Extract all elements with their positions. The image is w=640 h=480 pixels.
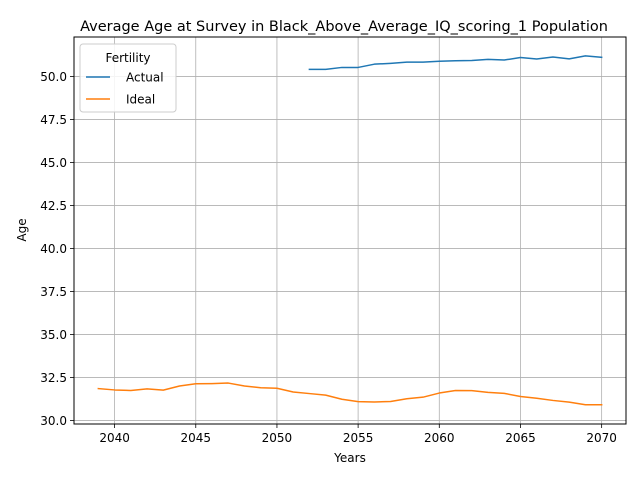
- x-axis-ticks: 2040 2045 2050 2055 2060 2065 2070: [99, 424, 617, 445]
- y-tick-label: 30.0: [40, 414, 67, 428]
- y-tick-label: 50.0: [40, 70, 67, 84]
- x-tick-label: 2045: [180, 431, 211, 445]
- x-tick-label: 2060: [424, 431, 455, 445]
- y-tick-label: 45.0: [40, 156, 67, 170]
- series-line-actual: [308, 55, 603, 71]
- plot-area-frame: [73, 36, 627, 425]
- y-axis-ticks: 30.0 32.5 35.0 37.5 40.0 42.5 45.0 47.5 50.0: [40, 70, 74, 428]
- x-tick-label: 2055: [343, 431, 374, 445]
- legend-box: [79, 43, 177, 113]
- legend-label-ideal: Ideal: [126, 93, 155, 107]
- x-tick-label: 2070: [586, 431, 617, 445]
- grid: [74, 37, 626, 424]
- legend-title: Fertility: [105, 51, 150, 65]
- x-tick-label: 2040: [99, 431, 130, 445]
- x-tick-label: 2050: [262, 431, 293, 445]
- legend-label-actual: Actual: [126, 71, 164, 85]
- y-tick-label: 32.5: [40, 371, 67, 385]
- y-tick-label: 40.0: [40, 242, 67, 256]
- y-tick-label: 35.0: [40, 328, 67, 342]
- chart-title: Average Age at Survey in Black_Above_Ave…: [80, 19, 608, 35]
- y-tick-label: 47.5: [40, 113, 67, 127]
- y-axis-label: Age: [15, 218, 29, 241]
- y-tick-label: 37.5: [40, 285, 67, 299]
- x-axis-label: Years: [333, 451, 366, 465]
- plot-lines: [97, 55, 603, 406]
- series-line-ideal: [97, 382, 603, 406]
- y-tick-label: 42.5: [40, 199, 67, 213]
- legend: Fertility Actual Ideal: [79, 43, 177, 113]
- x-tick-label: 2065: [505, 431, 536, 445]
